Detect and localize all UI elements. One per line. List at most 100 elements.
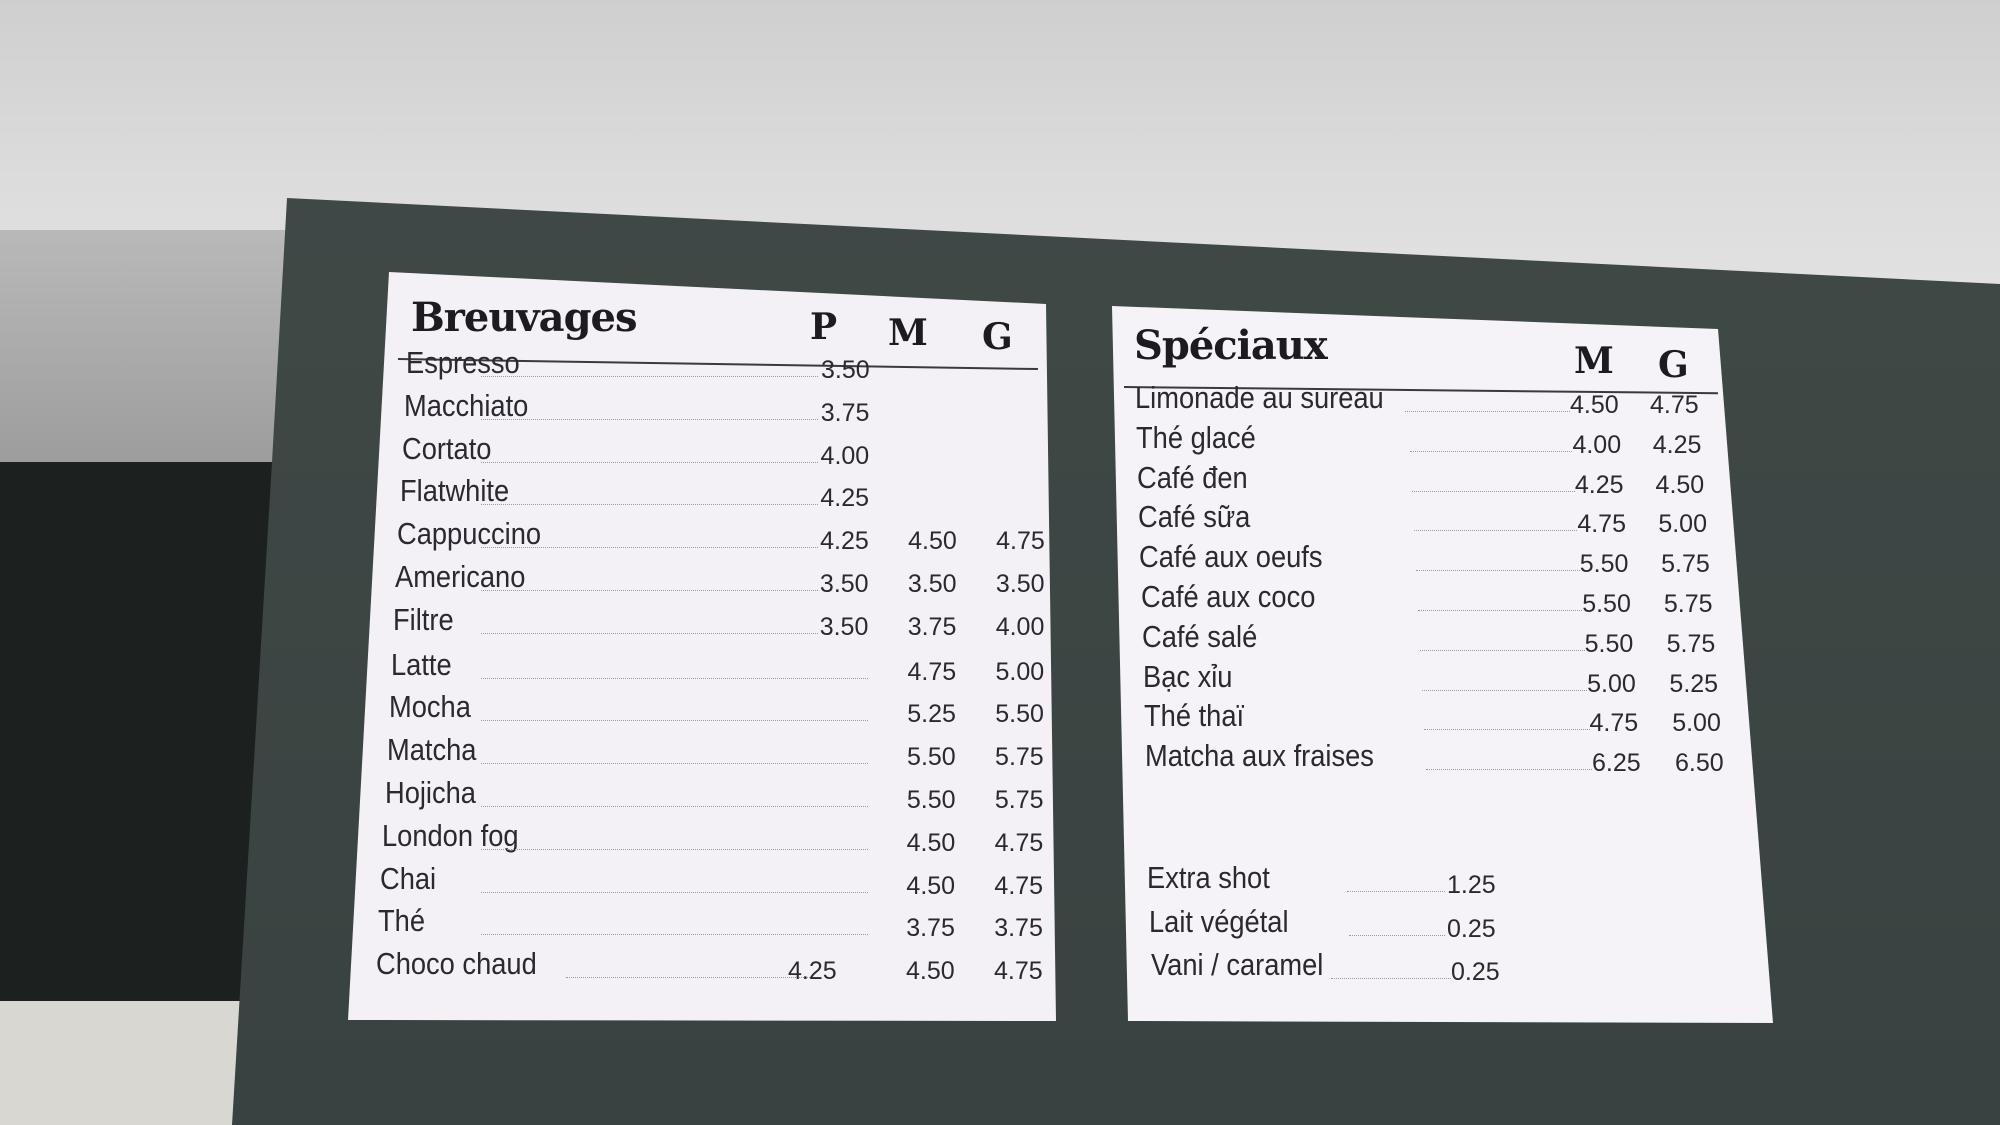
extra-row: Extra shot 1.25 [1147,860,1547,900]
dotted-leader [480,763,868,765]
menu-row: Café aux coco 5.50 5.75 [1141,579,1761,619]
item-name: Limonade au sureau [1135,380,1384,415]
dotted-leader [480,547,818,549]
price-m: 4.50 [906,957,955,986]
price-g: 5.75 [1666,629,1716,658]
price-g: 5.00 [1672,709,1721,738]
dotted-leader [1426,769,1592,771]
price-g: 4.75 [994,828,1044,857]
price-g: 4.25 [1652,430,1702,459]
price-p: 3.50 [819,612,869,641]
menu-row: Latte 4.75 5.00 [391,647,1051,687]
item-name: Café sữa [1138,499,1251,535]
price-g: 3.50 [995,570,1045,598]
extra-price: 0.25 [1447,914,1496,943]
dotted-leader [1347,891,1445,892]
price-m: 3.75 [906,914,955,943]
item-name: Hojicha [384,775,476,810]
price-m: 4.00 [1572,430,1622,459]
item-name: Thé glacé [1136,419,1256,455]
dotted-leader [1413,530,1578,532]
item-name: Bạc xỉu [1142,658,1233,694]
item-name: Cappuccino [397,516,542,552]
menu-row: Café sữa 4.75 5.00 [1138,499,1758,539]
dotted-leader [1409,450,1573,452]
menu-row: Chai 4.50 4.75 [380,861,1044,901]
price-m: 4.50 [906,871,956,900]
menu-row: Choco chaud 4.25 4.50 4.75 [376,946,1043,986]
menu-row: Matcha 5.50 5.75 [387,732,1047,772]
menu-row: Mocha 5.25 5.50 [389,689,1049,729]
price-g: 5.00 [995,657,1045,686]
price-p: 3.75 [820,398,870,427]
price-m: 4.25 [1574,470,1624,499]
item-name: Americano [395,559,526,594]
price-m: 4.50 [908,527,957,556]
dotted-leader [1421,689,1588,691]
price-m: 5.50 [907,743,956,772]
price-g: 5.50 [995,700,1044,729]
price-m: 5.00 [1587,669,1636,698]
price-g: 5.75 [1661,550,1710,579]
column-header-m: M [1574,340,1614,382]
price-g: 4.75 [1650,391,1699,419]
extra-price: 1.25 [1447,871,1496,899]
breuvages-title: Breuvages [411,294,638,341]
column-header-g: G [982,316,1013,358]
item-name: Cortato [401,430,492,466]
dotted-leader [480,632,818,634]
item-name: Thé [378,903,426,939]
dotted-leader [480,848,868,850]
menu-row: Limonade au sureau 4.50 4.75 [1135,380,1755,420]
extra-name: Extra shot [1147,860,1270,895]
price-g: 4.50 [1655,470,1705,499]
menu-row: Matcha aux fraises 6.25 6.50 [1145,738,1765,778]
item-name: Café salé [1141,618,1257,654]
item-name: London fog [382,817,519,853]
menu-row: Café aux oeufs 5.50 5.75 [1139,539,1759,579]
menu-row: Café salé 5.50 5.75 [1142,619,1762,659]
price-g: 4.75 [994,871,1044,900]
price-m: 4.75 [1589,709,1639,738]
menu-row: Macchiato 3.75 [404,388,1056,428]
item-name: Café đen [1137,459,1248,495]
price-m: 5.50 [1579,550,1629,579]
menu-row: Espresso 3.50 [406,345,1056,385]
price-p: 4.25 [820,527,869,556]
price-p: 4.00 [820,441,870,470]
extra-row: Lait végétal 0.25 [1149,904,1549,944]
price-g: 6.50 [1675,749,1724,778]
dotted-leader [1417,610,1583,611]
menu-row: Thé 3.75 3.75 [378,903,1043,943]
price-m: 3.50 [907,570,957,598]
dotted-leader [1419,649,1585,651]
dotted-leader [480,504,818,506]
item-name: Café aux coco [1140,579,1315,614]
column-header-g: G [1658,344,1689,386]
price-g: 3.75 [994,914,1043,943]
dotted-leader [480,590,818,591]
menu-row: Hojicha 5.50 5.75 [385,775,1045,815]
price-m: 6.25 [1592,749,1641,778]
menu-row: Cappuccino 4.25 4.50 4.75 [397,516,1056,556]
price-p: 4.25 [788,957,837,986]
menu-row: Bạc xỉu 5.00 5.25 [1143,659,1763,699]
price-g: 5.75 [994,786,1044,814]
dotted-leader [480,418,818,420]
item-name: Choco chaud [376,946,537,982]
column-header-m: M [888,312,928,354]
price-g: 5.25 [1669,669,1719,698]
menu-row: Filtre 3.50 3.75 4.00 [393,602,1053,642]
menu-row: Cortato 4.00 [401,430,1056,471]
menu-row: Flatwhite 4.25 [400,473,1056,513]
dotted-leader [481,677,868,679]
menu-row: London fog 4.50 4.75 [382,817,1044,858]
item-name: Matcha [386,732,477,768]
item-name: Matcha aux fraises [1145,738,1374,774]
dotted-leader [1405,411,1570,412]
price-g: 4.00 [995,612,1045,641]
item-name: Café aux oeufs [1139,539,1323,575]
price-m: 4.50 [1570,391,1619,419]
extra-row: Vani / caramel 0.25 [1151,947,1551,987]
